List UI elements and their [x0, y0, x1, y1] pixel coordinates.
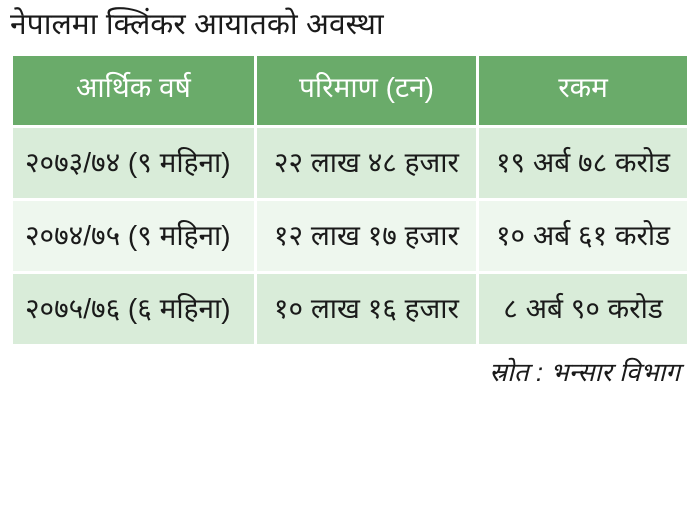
cell-amount: १९ अर्ब ७८ करोड: [479, 128, 687, 198]
cell-qty: १० लाख १६ हजार: [257, 274, 476, 344]
col-header-qty: परिमाण (टन): [257, 56, 476, 125]
source-line: स्रोत : भन्सार विभाग: [10, 357, 690, 392]
col-header-year: आर्थिक वर्ष: [13, 56, 254, 125]
table-header-row: आर्थिक वर्ष परिमाण (टन) रकम: [13, 56, 687, 125]
import-table: आर्थिक वर्ष परिमाण (टन) रकम २०७३/७४ (९ म…: [10, 53, 690, 347]
table-row: २०७३/७४ (९ महिना) २२ लाख ४८ हजार १९ अर्ब…: [13, 128, 687, 198]
cell-year: २०७४/७५ (९ महिना): [13, 201, 254, 271]
cell-qty: २२ लाख ४८ हजार: [257, 128, 476, 198]
cell-amount: १० अर्ब ६१ करोड: [479, 201, 687, 271]
cell-qty: १२ लाख १७ हजार: [257, 201, 476, 271]
table-row: २०७५/७६ (६ महिना) १० लाख १६ हजार ८ अर्ब …: [13, 274, 687, 344]
table-row: २०७४/७५ (९ महिना) १२ लाख १७ हजार १० अर्ब…: [13, 201, 687, 271]
col-header-amount: रकम: [479, 56, 687, 125]
table-title: नेपालमा क्लिंकर आयातको अवस्था: [10, 8, 690, 47]
cell-year: २०७५/७६ (६ महिना): [13, 274, 254, 344]
cell-year: २०७३/७४ (९ महिना): [13, 128, 254, 198]
cell-amount: ८ अर्ब ९० करोड: [479, 274, 687, 344]
